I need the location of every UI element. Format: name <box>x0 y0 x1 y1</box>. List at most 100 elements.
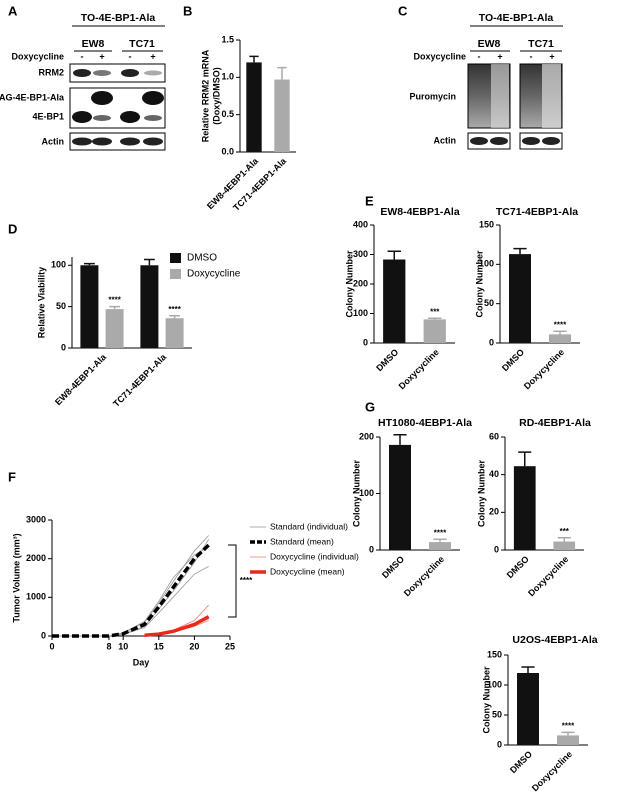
y-tick-label: 0 <box>363 337 368 347</box>
individual-line <box>52 566 209 637</box>
legend-label: DMSO <box>187 253 217 264</box>
y-axis-label: (Doxy/DMSO) <box>211 67 221 125</box>
band <box>143 137 163 146</box>
band-label: FLAG-4E-BP1-Ala <box>0 92 65 102</box>
band <box>120 111 140 123</box>
x-tick-label: TC71-4EBP1-Ala <box>111 351 169 409</box>
y-tick-label: 0.0 <box>221 146 234 156</box>
bar <box>165 318 184 348</box>
treatment-label: Doxycycline <box>413 51 466 61</box>
band <box>93 70 111 76</box>
legend-label: Doxycycline (individual) <box>270 551 359 561</box>
chart-title: EW8-4EBP1-Ala <box>380 206 460 218</box>
x-tick-label: Doxycycline <box>402 554 446 598</box>
y-tick-label: 50 <box>56 301 66 311</box>
y-tick-label: 100 <box>479 259 494 269</box>
error-bar <box>169 314 180 319</box>
legend-label: Standard (individual) <box>270 521 348 531</box>
y-tick-label: 50 <box>484 298 494 308</box>
y-tick-label: 0 <box>61 342 66 352</box>
panel-letter: F <box>8 469 16 484</box>
band <box>73 69 91 77</box>
band <box>490 137 508 145</box>
bar <box>509 254 531 343</box>
band <box>72 137 92 146</box>
error-bar <box>433 538 447 543</box>
blot-title: TO-4E-BP1-Ala <box>479 12 554 24</box>
cell-line: TC71 <box>528 38 554 50</box>
blot-box <box>69 63 166 83</box>
blot-c: TO-4E-BP1-Ala EW8 TC71 Doxycycline - + -… <box>409 12 563 150</box>
band <box>121 69 139 77</box>
y-axis-label: Relative RRM2 mRNA <box>200 49 210 142</box>
band <box>522 137 540 145</box>
bar <box>557 735 579 745</box>
mean-line <box>144 615 210 637</box>
panel-letter: C <box>398 3 408 18</box>
mean-line <box>52 543 210 638</box>
x-tick-label: TC71-4EBP1-Ala <box>231 155 289 213</box>
treatment-label: Doxycycline <box>11 51 64 61</box>
individual-line <box>52 539 209 637</box>
x-tick-label: EW8-4EBP1-Ala <box>53 351 109 407</box>
x-tick-label: 10 <box>118 641 128 651</box>
sign: + <box>99 51 104 61</box>
error-bar <box>249 55 259 63</box>
sign: + <box>549 51 554 61</box>
significance: **** <box>562 722 575 731</box>
lane-light <box>491 64 509 128</box>
band <box>91 91 113 105</box>
y-tick-label: 40 <box>489 469 499 479</box>
x-tick-label: DMSO <box>500 347 526 373</box>
blot-box <box>467 132 511 150</box>
x-tick-label: DMSO <box>505 554 531 580</box>
chart-title: RD-4EBP1-Ala <box>519 417 591 429</box>
band <box>144 70 162 76</box>
error-bar <box>277 66 287 80</box>
y-tick-label: 60 <box>489 431 499 441</box>
chart-title: TC71-4EBP1-Ala <box>496 206 578 218</box>
band-label: Actin <box>434 135 457 145</box>
error-bar <box>513 247 527 255</box>
sign: + <box>497 51 502 61</box>
y-tick-label: 200 <box>353 278 368 288</box>
x-tick-label: DMSO <box>380 554 406 580</box>
x-tick-label: 0 <box>49 641 54 651</box>
bar <box>389 444 411 550</box>
bar <box>513 466 536 550</box>
y-axis-label: Colony Number <box>476 460 486 528</box>
y-tick-label: 0 <box>497 739 502 749</box>
band <box>144 115 162 121</box>
bar <box>80 265 99 348</box>
bar <box>517 673 539 745</box>
band <box>142 91 164 105</box>
x-tick-label: Doxycycline <box>526 554 570 598</box>
y-tick-label: 400 <box>353 219 368 229</box>
bar <box>549 334 571 343</box>
x-tick-label: 25 <box>225 641 235 651</box>
sign: - <box>530 51 533 61</box>
y-axis-label: Tumor Volume (mm³) <box>11 533 21 622</box>
y-tick-label: 0 <box>369 544 374 554</box>
band <box>542 137 560 145</box>
significance: **** <box>554 320 567 329</box>
error-bar <box>561 731 575 736</box>
y-tick-label: 20 <box>489 507 499 517</box>
individual-line <box>52 535 209 637</box>
y-tick-label: 0.5 <box>221 109 234 119</box>
legend-swatch <box>170 269 181 279</box>
band-label: Puromycin <box>409 91 456 101</box>
legend-label: Doxycycline <box>187 269 241 280</box>
x-tick-label: Doxycycline <box>522 347 566 391</box>
y-tick-label: 0 <box>41 630 46 640</box>
bar <box>553 541 576 550</box>
blot-a: TO-4E-BP1-Ala EW8 TC71 Doxycycline - + -… <box>0 12 166 151</box>
y-tick-label: 0 <box>494 544 499 554</box>
y-tick-label: 300 <box>353 249 368 259</box>
chart-title: U2OS-4EBP1-Ala <box>512 634 597 646</box>
error-bar <box>553 330 567 335</box>
error-bar <box>84 262 95 266</box>
band-label: RRM2 <box>38 67 64 77</box>
error-bar <box>557 537 571 542</box>
lane-light <box>542 64 561 128</box>
